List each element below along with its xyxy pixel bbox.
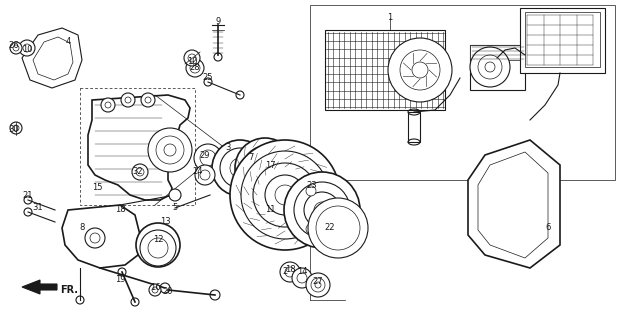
Circle shape [284,172,360,248]
Text: 2: 2 [282,268,288,276]
Bar [470,45,525,90]
Polygon shape [22,28,82,88]
Polygon shape [468,140,560,268]
Circle shape [101,98,115,112]
Text: FR.: FR. [60,285,78,295]
Circle shape [19,40,35,56]
Text: 27: 27 [312,277,323,286]
Text: 9: 9 [215,18,221,27]
Circle shape [169,189,181,201]
Circle shape [306,186,316,196]
Text: 12: 12 [153,236,163,244]
Text: 5: 5 [172,204,177,212]
Polygon shape [62,205,140,268]
Circle shape [149,284,161,296]
Circle shape [235,138,295,198]
Text: 21: 21 [23,190,33,199]
Text: 10: 10 [187,58,197,67]
Circle shape [230,140,340,250]
Polygon shape [88,95,190,200]
Text: 23: 23 [307,180,317,189]
Polygon shape [478,152,548,258]
Text: 6: 6 [546,223,551,233]
Circle shape [186,59,204,77]
Text: 18: 18 [115,205,125,214]
Circle shape [292,268,312,288]
Bar [470,45,525,60]
Text: 17: 17 [265,161,275,170]
Circle shape [121,93,135,107]
Bar [520,8,605,73]
Text: 15: 15 [92,183,102,193]
Polygon shape [22,280,57,294]
Polygon shape [33,37,73,80]
Text: 4: 4 [65,37,71,46]
Text: 18: 18 [285,266,295,275]
Circle shape [148,128,192,172]
Circle shape [212,140,268,196]
Circle shape [306,224,316,234]
Text: 30: 30 [9,125,19,134]
Bar [525,12,600,67]
Text: 19: 19 [115,276,125,284]
Text: 28: 28 [190,63,200,73]
Circle shape [141,93,155,107]
Text: 26: 26 [9,41,19,50]
Circle shape [388,38,452,102]
Circle shape [85,228,105,248]
Circle shape [136,223,180,267]
Circle shape [10,42,22,54]
Circle shape [132,164,148,180]
Circle shape [339,205,349,215]
Circle shape [195,165,215,185]
Text: 32: 32 [133,167,143,177]
Text: 1: 1 [388,13,392,22]
Circle shape [194,144,222,172]
Text: 29: 29 [200,150,210,159]
Text: 13: 13 [160,218,171,227]
Circle shape [184,50,200,66]
Text: 31: 31 [33,204,43,212]
Bar [310,5,615,180]
Text: 7: 7 [249,154,254,163]
Text: 16: 16 [149,284,161,292]
Circle shape [308,198,368,258]
Text: 8: 8 [79,223,85,233]
Text: 22: 22 [325,223,335,233]
Text: 24: 24 [193,167,203,177]
Bar [325,30,445,110]
Circle shape [470,47,510,87]
Circle shape [140,230,176,266]
Text: 14: 14 [297,268,308,276]
Bar [408,112,420,142]
Circle shape [280,262,300,282]
Text: 10: 10 [22,45,32,54]
Circle shape [306,273,330,297]
Text: 3: 3 [225,143,231,153]
Circle shape [10,122,22,134]
Text: 25: 25 [203,74,213,83]
Text: 20: 20 [162,287,173,297]
Text: 11: 11 [265,205,275,214]
